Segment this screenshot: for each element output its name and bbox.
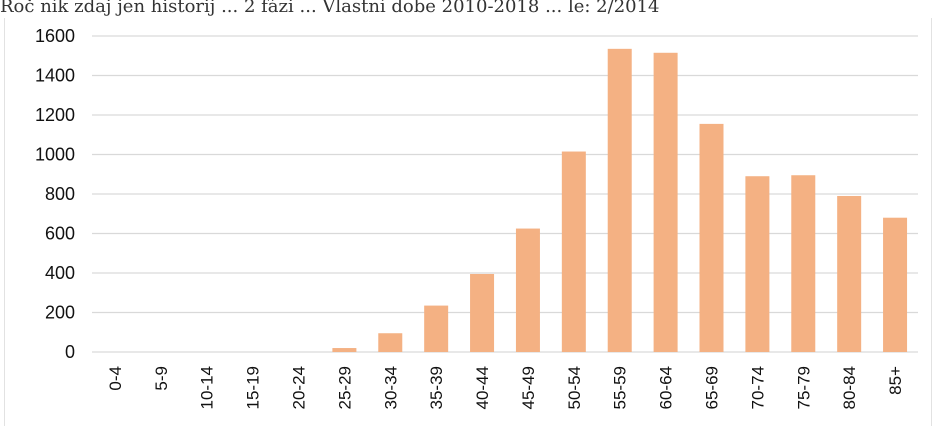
bar	[470, 273, 495, 352]
y-axis-tick-labels: 0 200 400 600 800 1000 1200 1400 1600	[35, 26, 75, 362]
x-tick-label: 5-9	[152, 366, 171, 391]
y-tick-label: 1200	[35, 105, 75, 125]
x-tick-label: 65-69	[703, 366, 722, 409]
x-tick-label: 25-29	[335, 366, 354, 409]
bar	[607, 48, 632, 353]
y-tick-label: 1400	[35, 66, 75, 86]
y-tick-label: 1000	[35, 145, 75, 165]
y-tick-label: 400	[45, 263, 75, 283]
bar	[332, 348, 357, 352]
x-tick-label: 60-64	[657, 366, 676, 409]
y-tick-label: 600	[45, 224, 75, 244]
x-tick-label: 0-4	[106, 366, 125, 391]
x-tick-label: 75-79	[794, 366, 813, 409]
bar	[699, 123, 724, 352]
bar	[378, 333, 403, 352]
cropped-header-text: Roč ník zdaj jen historij ... 2 fázi ...…	[0, 0, 660, 17]
x-tick-label: 70-74	[748, 366, 767, 409]
x-tick-label: 15-19	[244, 366, 263, 409]
bar	[883, 217, 908, 352]
bar	[424, 305, 449, 352]
bars	[332, 48, 908, 353]
bar	[745, 176, 770, 352]
x-tick-label: 10-14	[198, 366, 217, 409]
x-tick-label: 40-44	[473, 366, 492, 409]
chart-frame	[4, 18, 932, 426]
x-tick-label: 50-54	[565, 366, 584, 409]
bar	[791, 175, 816, 352]
x-tick-label: 30-34	[381, 366, 400, 409]
y-tick-label: 0	[65, 342, 75, 362]
x-tick-label: 45-49	[519, 366, 538, 409]
bar	[515, 228, 540, 352]
bar	[653, 52, 678, 352]
gridlines	[92, 35, 918, 353]
y-tick-label: 800	[45, 184, 75, 204]
bar	[561, 151, 586, 352]
x-tick-label: 35-39	[427, 366, 446, 409]
x-axis-tick-labels: 0-4 5-9 10-14 15-19 20-24 25-29 30-34 35-39 40-4…	[106, 366, 905, 410]
x-tick-label: 80-84	[840, 366, 859, 409]
x-tick-label: 55-59	[611, 366, 630, 409]
y-tick-label: 1600	[35, 26, 75, 46]
bar	[837, 195, 862, 352]
y-tick-label: 200	[45, 303, 75, 323]
x-tick-label: 20-24	[290, 366, 309, 409]
x-tick-label: 85+	[886, 366, 905, 395]
